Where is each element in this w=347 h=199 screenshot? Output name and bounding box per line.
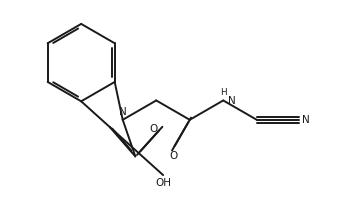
Text: OH: OH [155, 178, 171, 188]
Text: O: O [169, 151, 177, 161]
Text: O: O [149, 124, 158, 134]
Text: N: N [119, 107, 127, 117]
Text: N: N [302, 115, 310, 125]
Text: N: N [228, 96, 236, 106]
Text: H: H [220, 88, 227, 97]
